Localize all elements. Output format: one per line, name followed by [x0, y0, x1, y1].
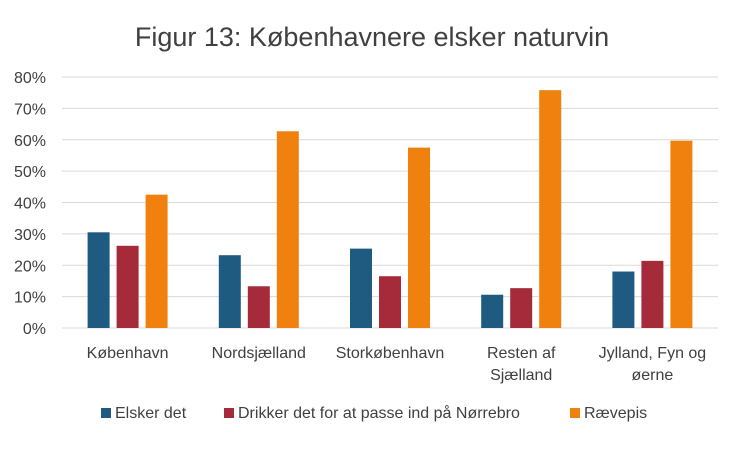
bar-2-1	[116, 245, 139, 328]
y-tick-label: 70%	[14, 101, 46, 118]
y-axis-ticks: 0% 10% 20% 30% 40% 50% 60% 70% 80%	[14, 70, 46, 338]
legend-swatch	[570, 408, 580, 418]
bar-3-5	[670, 140, 693, 328]
legend-label: Elsker det	[115, 405, 187, 422]
legend: Elsker det Drikker det for at passe ind p…	[101, 404, 647, 422]
x-category-line: Storkøbenhavn	[336, 345, 445, 362]
y-tick-label: 10%	[14, 290, 46, 307]
legend-label: Drikker det for at passe ind på Nørrebro	[238, 404, 520, 422]
bar-1-4	[481, 294, 504, 328]
y-tick-label: 0%	[23, 321, 46, 338]
bar-3-3	[408, 147, 430, 328]
legend-label: Rævepis	[584, 405, 647, 422]
x-category-line: Jylland, Fyn og	[599, 345, 707, 362]
y-tick-label: 50%	[14, 164, 46, 181]
x-category-label: Jylland, Fyn og øerne	[599, 345, 707, 384]
y-tick-label: 80%	[14, 70, 46, 87]
bar-3-4	[539, 90, 562, 329]
bar-1-5	[612, 271, 635, 328]
x-category-label: Resten af Sjælland	[487, 345, 556, 384]
x-category-line: øerne	[632, 367, 674, 384]
bar-3-1	[145, 194, 168, 328]
gridlines	[62, 76, 718, 329]
x-category-label: Storkøbenhavn	[336, 345, 445, 362]
bars	[87, 90, 693, 329]
bar-2-3	[379, 276, 401, 328]
x-category-label: Nordsjælland	[212, 345, 306, 362]
bar-1-1	[87, 232, 110, 328]
bar-2-5	[641, 260, 664, 328]
legend-swatch	[101, 408, 111, 418]
y-tick-label: 40%	[14, 196, 46, 213]
legend-swatch	[224, 408, 234, 418]
bar-1-2	[218, 255, 241, 328]
bar-2-4	[510, 288, 533, 328]
y-tick-label: 30%	[14, 227, 46, 244]
x-category-line: København	[87, 345, 169, 362]
bar-2-2	[247, 286, 270, 328]
x-category-line: Resten af	[487, 345, 556, 362]
bar-1-3	[350, 248, 372, 328]
x-category-line: Sjælland	[490, 367, 552, 384]
x-category-label: København	[87, 345, 169, 362]
chart-title: Figur 13: Københavnere elsker naturvin	[135, 22, 609, 52]
bar-3-2	[276, 131, 299, 328]
x-axis-categories: København Nordsjælland Storkøbenhavn Resten…	[87, 345, 707, 384]
y-tick-label: 20%	[14, 258, 46, 275]
y-tick-label: 60%	[14, 133, 46, 150]
x-category-line: Nordsjælland	[212, 345, 306, 362]
